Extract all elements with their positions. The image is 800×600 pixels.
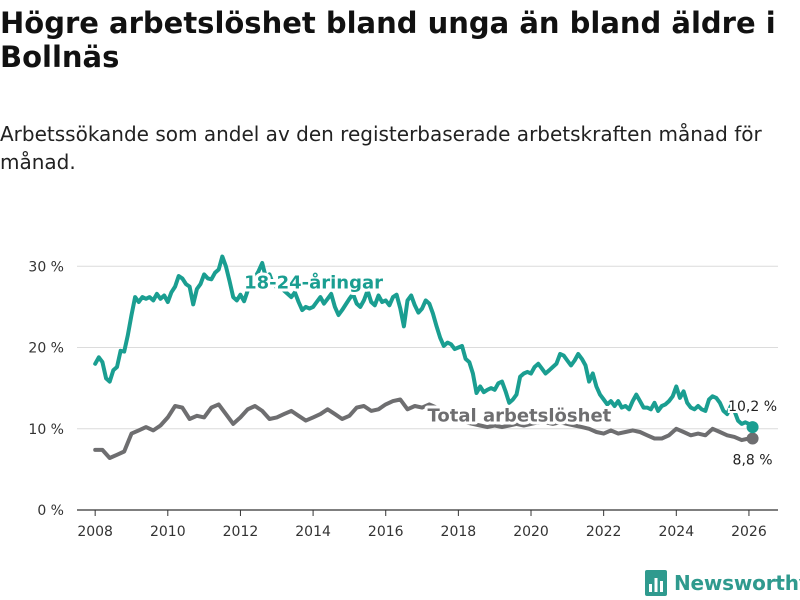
youth-end-value-label: 10,2 % — [728, 399, 777, 415]
x-tick-label: 2022 — [586, 524, 622, 540]
y-tick-label: 10 % — [28, 422, 64, 438]
x-tick-label: 2012 — [223, 524, 259, 540]
x-tick-label: 2016 — [368, 524, 404, 540]
x-tick-label: 2026 — [731, 524, 767, 540]
total-end-point — [746, 432, 759, 445]
chart-subtitle: Arbetssökande som andel av den registerb… — [0, 122, 762, 174]
youth-end-point — [746, 421, 759, 434]
bar-chart-logo-icon — [645, 570, 667, 596]
x-tick-label: 2008 — [77, 524, 113, 540]
youth-series-line — [93, 254, 755, 430]
newsworthy-brand: Newsworthy — [645, 568, 800, 598]
x-tick-label: 2024 — [658, 524, 694, 540]
chart-title: Högre arbetslöshet bland unga än bland ä… — [0, 6, 776, 74]
x-tick-label: 2010 — [150, 524, 186, 540]
x-tick-label: 2020 — [513, 524, 549, 540]
youth-series-label: 18-24-åringar — [244, 272, 383, 294]
y-tick-label: 0 % — [37, 503, 64, 519]
total-series-line — [93, 397, 755, 460]
brand-name: Newsworthy — [674, 571, 800, 595]
total-series-label: Total arbetslöshet — [428, 405, 612, 426]
annotations: 18-24-åringar Total arbetslöshet 10,2 % 8,8… — [241, 269, 779, 471]
gridlines — [77, 265, 778, 511]
total-end-value-label: 8,8 % — [733, 453, 773, 469]
axes: 0 % 10 % 20 % 30 % 2008 2010 2012 2014 2016 2018 2… — [28, 259, 766, 540]
series-lines — [93, 254, 759, 460]
x-tick-label: 2018 — [441, 524, 477, 540]
x-tick-label: 2014 — [295, 524, 331, 540]
y-tick-label: 20 % — [28, 341, 64, 357]
y-tick-label: 30 % — [28, 259, 64, 275]
